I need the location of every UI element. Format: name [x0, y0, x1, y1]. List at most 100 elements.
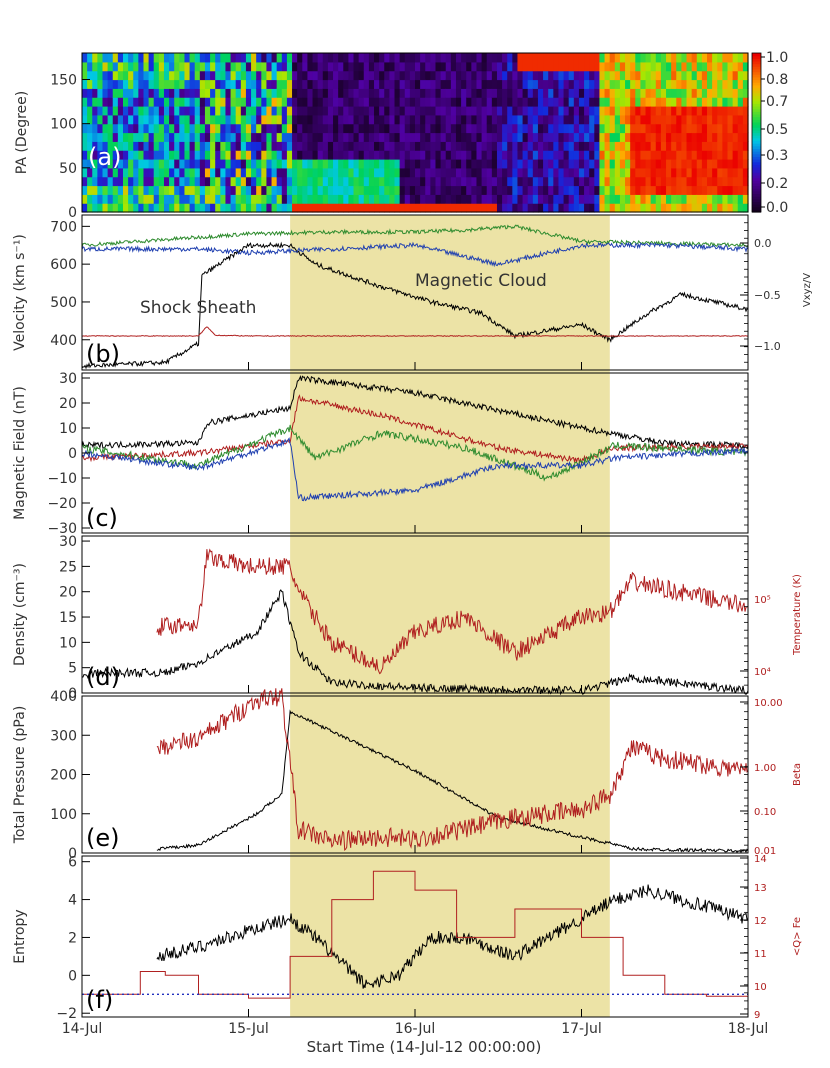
heatmap-cell: [394, 53, 401, 63]
heatmap-cell: [696, 159, 703, 169]
heatmap-cell: [686, 61, 693, 72]
heatmap-cell: [174, 150, 180, 160]
heatmap-cell: [742, 123, 749, 134]
heatmap-cell: [543, 97, 549, 107]
heatmap-cell: [496, 176, 503, 187]
heatmap-cell: [174, 53, 180, 63]
heatmap-cell: [619, 141, 626, 151]
heatmap-cell: [368, 106, 375, 116]
heatmap-cell: [379, 167, 385, 178]
heatmap-cell: [379, 97, 385, 107]
heatmap-cell: [425, 185, 431, 195]
heatmap-cell: [671, 159, 677, 169]
heatmap-cell: [368, 176, 375, 187]
heatmap-cell: [358, 159, 365, 169]
heatmap-cell: [686, 176, 693, 187]
heatmap-cell: [353, 123, 360, 134]
heatmap-cell: [102, 132, 109, 142]
heatmap-cell: [97, 132, 104, 142]
heatmap-cell: [220, 123, 227, 134]
heatmap-cell: [558, 194, 565, 204]
heatmap-cell: [117, 61, 124, 72]
heatmap-cell: [302, 79, 309, 89]
heatmap-cell: [430, 79, 437, 89]
heatmap-cell: [476, 61, 483, 72]
heatmap-cell: [322, 185, 329, 195]
heatmap-cell: [681, 203, 688, 213]
heatmap-cell: [184, 150, 191, 160]
heatmap-cell: [271, 106, 278, 116]
heatmap-cell: [742, 176, 749, 187]
heatmap-cell: [655, 167, 662, 178]
heatmap-cell: [512, 53, 519, 63]
heatmap-cell: [502, 167, 508, 178]
heatmap-cell: [240, 88, 247, 98]
heatmap-cell: [143, 194, 150, 204]
heatmap-cell: [512, 114, 519, 125]
heatmap-cell: [82, 97, 88, 107]
heatmap-cell: [128, 114, 134, 125]
heatmap-cell: [107, 70, 114, 81]
heatmap-cell: [435, 203, 442, 213]
heatmap-cell: [415, 150, 421, 160]
heatmap-cell: [333, 132, 339, 142]
heatmap-cell: [353, 203, 360, 213]
heatmap-cell: [122, 123, 129, 134]
heatmap-cell: [563, 167, 570, 178]
heatmap-cell: [235, 70, 242, 81]
heatmap-cell: [368, 97, 375, 107]
heatmap-cell: [527, 141, 534, 151]
heatmap-cell: [148, 123, 155, 134]
heatmap-cell: [179, 114, 186, 125]
heatmap-cell: [189, 141, 196, 151]
heatmap-cell: [604, 88, 611, 98]
heatmap-cell: [261, 53, 268, 63]
heatmap-cell: [117, 97, 124, 107]
heatmap-cell: [312, 194, 319, 204]
heatmap-cell: [686, 203, 693, 213]
heatmap-cell: [676, 79, 682, 89]
heatmap-cell: [261, 123, 268, 134]
heatmap-cell: [701, 167, 708, 178]
y-tick-label: 300: [50, 728, 77, 744]
heatmap-cell: [163, 114, 170, 125]
heatmap-cell: [87, 141, 93, 151]
heatmap-cell: [727, 150, 734, 160]
heatmap-cell: [230, 106, 237, 116]
heatmap-cell: [276, 150, 283, 160]
colorbar-cell: [752, 76, 761, 81]
heatmap-cell: [322, 114, 329, 125]
heatmap-cell: [466, 88, 472, 98]
heatmap-cell: [169, 70, 175, 81]
heatmap-cell: [625, 88, 631, 98]
heatmap-cell: [527, 123, 534, 134]
heatmap-cell: [543, 53, 549, 63]
heatmap-cell: [138, 176, 145, 187]
heatmap-cell: [486, 114, 493, 125]
heatmap-cell: [440, 176, 447, 187]
heatmap-cell: [558, 79, 565, 89]
heatmap-cell: [276, 167, 283, 178]
heatmap-cell: [143, 61, 150, 72]
heatmap-cell: [358, 194, 365, 204]
heatmap-cell: [655, 203, 662, 213]
heatmap-cell: [568, 70, 575, 81]
heatmap-cell: [707, 194, 713, 204]
heatmap-cell: [573, 114, 580, 125]
heatmap-cell: [102, 185, 109, 195]
heatmap-cell: [363, 97, 370, 107]
heatmap-cell: [338, 185, 344, 195]
heatmap-cell: [635, 61, 642, 72]
heatmap-cell: [609, 159, 616, 169]
heatmap-cell: [537, 61, 544, 72]
heatmap-cell: [102, 106, 109, 116]
heatmap-cell: [609, 150, 616, 160]
heatmap-cell: [609, 141, 616, 151]
heatmap-cell: [297, 176, 303, 187]
heatmap-cell: [696, 79, 703, 89]
heatmap-cell: [543, 194, 549, 204]
heatmap-cell: [619, 61, 626, 72]
heatmap-cell: [614, 176, 621, 187]
heatmap-cell: [430, 88, 437, 98]
